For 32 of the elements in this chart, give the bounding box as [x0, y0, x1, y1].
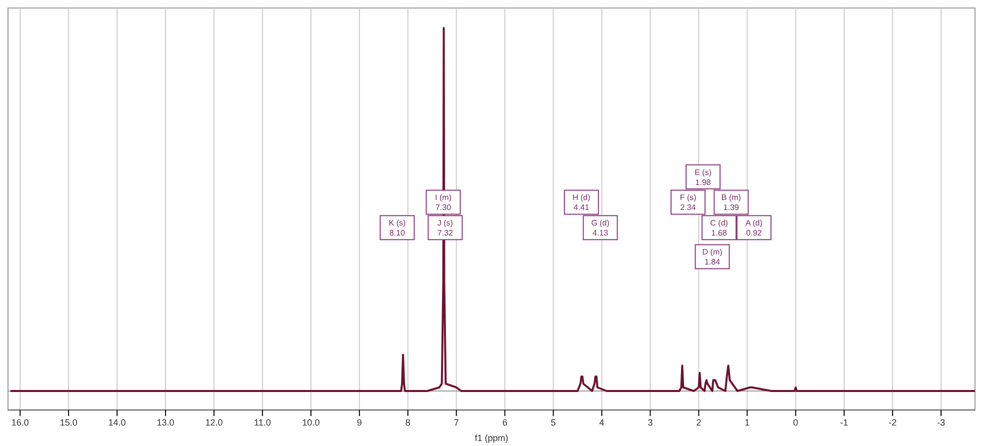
annotation: G (d) 4.13 [591, 218, 610, 238]
annotation: F (s) 2.34 [680, 193, 697, 212]
annotation: E (s) 1.98 [694, 168, 712, 187]
x-tick-label: -2 [888, 417, 897, 428]
x-tick-label: 11.0 [254, 417, 271, 428]
x-tick-label: 14.0 [108, 417, 126, 428]
x-tick-label: 8 [405, 417, 410, 428]
x-tick-label: 16.0 [11, 417, 29, 428]
x-tick-label: -1 [840, 417, 848, 428]
x-axis-title: f1 (ppm) [474, 433, 508, 443]
x-tick-label: 7 [454, 417, 459, 428]
x-tick-label: 10.0 [302, 417, 320, 428]
x-tick-label: 6 [502, 417, 508, 428]
x-tick-label: 15.0 [60, 417, 78, 428]
x-tick-label: 3 [648, 417, 653, 428]
x-tick-label: 9 [356, 417, 362, 428]
x-tick-label: 13.0 [156, 417, 174, 428]
annotation: J (s) 7.32 [437, 218, 454, 238]
x-tick-label: 1 [744, 417, 750, 428]
x-tick-label: 5 [550, 417, 556, 428]
annotation: H (d) 4.41 [572, 193, 591, 212]
annotation: B (m) 1.39 [721, 193, 742, 212]
x-tick-label: -3 [937, 417, 946, 428]
x-tick-label: 0 [793, 417, 798, 428]
x-tick-label: 4 [599, 417, 604, 428]
annotation: C (d) 1.68 [710, 218, 728, 238]
annotation: K (s) 8.10 [388, 218, 406, 238]
annotation: A (d) 0.92 [746, 218, 763, 238]
annotation: D (m) 1.84 [702, 248, 723, 267]
x-tick-label: 2 [696, 417, 702, 428]
annotation: I (m) 7.30 [435, 193, 452, 212]
x-tick-label: 12.0 [205, 417, 223, 428]
